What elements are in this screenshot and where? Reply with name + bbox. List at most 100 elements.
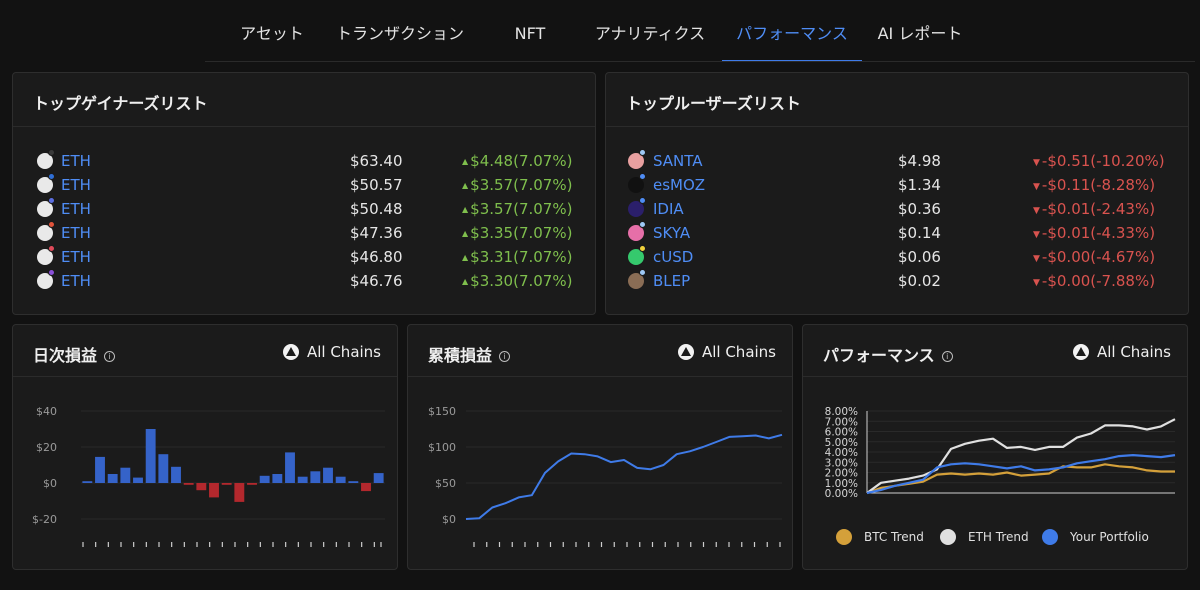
top-losers-header: トップルーザーズリスト bbox=[606, 73, 1188, 127]
cumulative-pnl-title: 累積損益 i bbox=[428, 342, 511, 366]
eth-legend-dot bbox=[940, 529, 956, 545]
chain-badge-icon bbox=[48, 269, 55, 276]
y-tick-label: $-20 bbox=[32, 513, 57, 526]
top-gainers-header: トップゲイナーズリスト bbox=[13, 73, 595, 127]
token-icon bbox=[628, 225, 644, 241]
token-price: $47.36 bbox=[350, 224, 403, 242]
tab-analytics[interactable]: アナリティクス bbox=[594, 24, 706, 43]
bar bbox=[348, 481, 359, 483]
legend-eth[interactable]: ETH Trend bbox=[940, 529, 1029, 545]
chain-selector[interactable]: All Chains bbox=[282, 343, 381, 361]
chain-badge-icon bbox=[639, 221, 646, 228]
legend-portfolio[interactable]: Your Portfolio bbox=[1042, 529, 1149, 545]
list-item[interactable]: ETH $63.40 ▲ $4.48(7.07%) bbox=[13, 149, 595, 173]
token-change-value: -$0.51(-10.20%) bbox=[1041, 152, 1165, 170]
arrow-down-icon: ▼ bbox=[1033, 230, 1040, 240]
token-name[interactable]: SANTA bbox=[653, 152, 703, 170]
token-change-value: -$0.01(-2.43%) bbox=[1041, 200, 1156, 218]
daily-pnl-header: 日次損益 i All Chains bbox=[13, 325, 397, 377]
tab-ai-report[interactable]: AI レポート bbox=[877, 24, 963, 43]
token-change-value: -$0.01(-4.33%) bbox=[1041, 224, 1156, 242]
arrow-down-icon: ▼ bbox=[1033, 254, 1040, 264]
cumulative-pnl-header: 累積損益 i All Chains bbox=[408, 325, 792, 377]
list-item[interactable]: SANTA $4.98 ▼ -$0.51(-10.20%) bbox=[606, 149, 1188, 173]
chain-badge-icon bbox=[639, 245, 646, 252]
info-icon[interactable]: i bbox=[499, 351, 511, 362]
info-icon[interactable]: i bbox=[941, 351, 953, 362]
arrow-down-icon: ▼ bbox=[1033, 206, 1040, 216]
token-name[interactable]: ETH bbox=[61, 224, 91, 242]
bar bbox=[209, 483, 219, 498]
performance-title-text: パフォーマンス bbox=[823, 346, 935, 365]
daily-pnl-title: 日次損益 i bbox=[33, 342, 116, 366]
y-tick-label: $0 bbox=[43, 477, 57, 490]
token-name[interactable]: ETH bbox=[61, 200, 91, 218]
portfolio-legend-dot bbox=[1042, 529, 1058, 545]
list-item[interactable]: IDIA $0.36 ▼ -$0.01(-2.43%) bbox=[606, 197, 1188, 221]
token-change: ▼ -$0.00(-4.67%) bbox=[1033, 248, 1155, 266]
legend-eth-label: ETH Trend bbox=[968, 530, 1029, 544]
list-item[interactable]: SKYA $0.14 ▼ -$0.01(-4.33%) bbox=[606, 221, 1188, 245]
y-tick-label: $50 bbox=[435, 477, 456, 490]
token-price: $0.02 bbox=[898, 272, 941, 290]
performance-title: パフォーマンス i bbox=[823, 342, 953, 366]
token-change: ▲ $4.48(7.07%) bbox=[462, 152, 572, 170]
eth-token-icon bbox=[37, 225, 53, 241]
tab-performance[interactable]: パフォーマンス bbox=[722, 0, 862, 62]
token-name[interactable]: SKYA bbox=[653, 224, 691, 242]
performance-chart: 8.00%7.00%6.00%5.00%4.00%3.00%2.00%1.00%… bbox=[825, 406, 1176, 500]
token-change: ▲ $3.31(7.07%) bbox=[462, 248, 572, 266]
list-item[interactable]: BLEP $0.02 ▼ -$0.00(-7.88%) bbox=[606, 269, 1188, 293]
chain-badge-icon bbox=[48, 245, 55, 252]
token-change-value: -$0.00(-7.88%) bbox=[1041, 272, 1156, 290]
chain-badge-icon bbox=[639, 269, 646, 276]
info-icon[interactable]: i bbox=[104, 351, 116, 362]
tab-assets[interactable]: アセット bbox=[240, 24, 304, 43]
list-item[interactable]: esMOZ $1.34 ▼ -$0.11(-8.28%) bbox=[606, 173, 1188, 197]
token-price: $0.36 bbox=[898, 200, 941, 218]
token-price: $1.34 bbox=[898, 176, 941, 194]
token-name[interactable]: ETH bbox=[61, 176, 91, 194]
list-item[interactable]: ETH $50.48 ▲ $3.57(7.07%) bbox=[13, 197, 595, 221]
token-change: ▼ -$0.51(-10.20%) bbox=[1033, 152, 1165, 170]
legend-btc[interactable]: BTC Trend bbox=[836, 529, 924, 545]
chain-icon bbox=[1072, 344, 1089, 360]
bar bbox=[272, 474, 283, 483]
token-name[interactable]: ETH bbox=[61, 248, 91, 266]
list-item[interactable]: cUSD $0.06 ▼ -$0.00(-4.67%) bbox=[606, 245, 1188, 269]
chain-label: All Chains bbox=[701, 343, 776, 361]
y-tick-label: 0.00% bbox=[825, 488, 858, 500]
token-price: $46.76 bbox=[350, 272, 403, 290]
bar bbox=[247, 483, 257, 485]
eth-trend-line bbox=[866, 418, 1176, 494]
chain-badge-icon bbox=[639, 173, 646, 180]
cumulative-pnl-panel: 累積損益 i All Chains $150 $100 $50 $0 bbox=[407, 324, 793, 570]
chain-icon bbox=[677, 344, 694, 360]
list-item[interactable]: ETH $46.76 ▲ $3.30(7.07%) bbox=[13, 269, 595, 293]
tab-transactions[interactable]: トランザクション bbox=[336, 24, 465, 43]
tab-nft[interactable]: NFT bbox=[514, 24, 546, 43]
chain-selector[interactable]: All Chains bbox=[1072, 343, 1171, 361]
chain-selector[interactable]: All Chains bbox=[677, 343, 776, 361]
token-name[interactable]: BLEP bbox=[653, 272, 691, 290]
bar bbox=[95, 456, 105, 483]
token-change: ▼ -$0.00(-7.88%) bbox=[1033, 272, 1155, 290]
token-price: $63.40 bbox=[350, 152, 403, 170]
legend-portfolio-label: Your Portfolio bbox=[1070, 530, 1149, 544]
token-change-value: $4.48(7.07%) bbox=[470, 152, 573, 170]
list-item[interactable]: ETH $46.80 ▲ $3.31(7.07%) bbox=[13, 245, 595, 269]
token-name[interactable]: cUSD bbox=[653, 248, 694, 266]
token-name[interactable]: ETH bbox=[61, 272, 91, 290]
token-icon bbox=[628, 201, 644, 217]
bar bbox=[285, 452, 295, 483]
token-name[interactable]: IDIA bbox=[653, 200, 684, 218]
list-item[interactable]: ETH $47.36 ▲ $3.35(7.07%) bbox=[13, 221, 595, 245]
arrow-down-icon: ▼ bbox=[1033, 182, 1040, 192]
eth-token-icon bbox=[37, 201, 53, 217]
token-change-value: $3.35(7.07%) bbox=[470, 224, 573, 242]
list-item[interactable]: ETH $50.57 ▲ $3.57(7.07%) bbox=[13, 173, 595, 197]
token-name[interactable]: esMOZ bbox=[653, 176, 706, 194]
token-change-value: $3.30(7.07%) bbox=[470, 272, 573, 290]
bar bbox=[82, 481, 93, 483]
token-name[interactable]: ETH bbox=[61, 152, 91, 170]
